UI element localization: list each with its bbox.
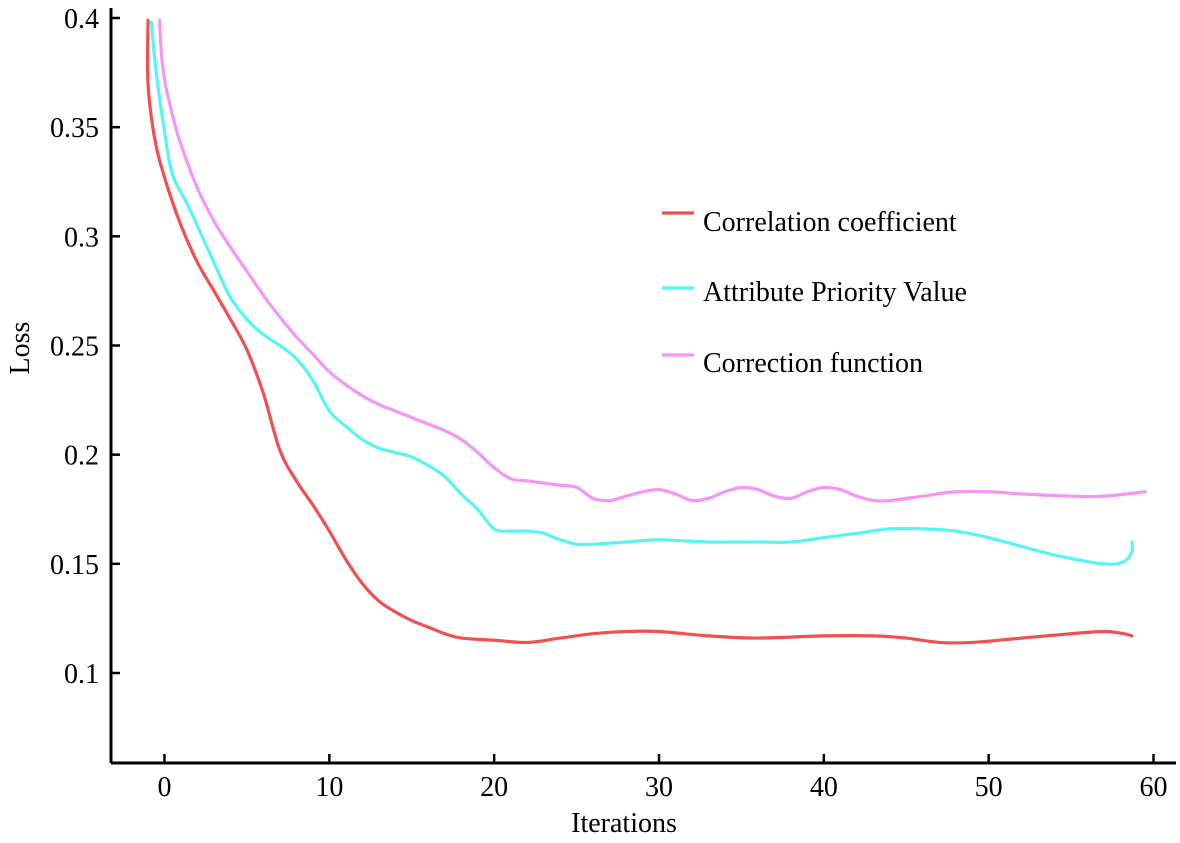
- y-tick-label-0.25: 0.25: [50, 332, 99, 363]
- x-tick-label-30: 30: [645, 772, 673, 803]
- x-tick-label-50: 50: [975, 772, 1003, 803]
- y-tick-label-0.35: 0.35: [50, 113, 99, 144]
- axes: [109, 8, 1176, 765]
- x-tick-label-60: 60: [1140, 772, 1168, 803]
- ticks: 0 10 20 30 40 50 60 0.1 0.15 0.2 0.25 0.3 0.35 0.4: [50, 4, 1168, 803]
- legend-label-correction-function: Correction function: [703, 348, 923, 379]
- y-tick-label-0.2: 0.2: [64, 441, 99, 472]
- series-line-attribute-priority-value: [149, 20, 1135, 566]
- y-tick-label-0.4: 0.4: [64, 4, 99, 35]
- legend-label-correlation-coefficient: Correlation coefficient: [703, 207, 957, 238]
- series-line-correction-function: [157, 18, 1147, 503]
- y-axis-label: Loss: [5, 322, 36, 375]
- y-tick-label-0.3: 0.3: [64, 222, 99, 253]
- y-tick-label-0.1: 0.1: [64, 659, 99, 690]
- series-line-correlation-coefficient: [145, 18, 1134, 645]
- x-tick-label-0: 0: [158, 772, 172, 803]
- legend-label-attribute-priority-value: Attribute Priority Value: [703, 277, 967, 308]
- plot-lines: [145, 18, 1147, 645]
- x-tick-label-20: 20: [480, 772, 508, 803]
- x-tick-label-40: 40: [810, 772, 838, 803]
- x-axis-label: Iterations: [571, 808, 677, 839]
- y-tick-label-0.15: 0.15: [50, 550, 99, 581]
- x-tick-label-10: 10: [315, 772, 343, 803]
- legend: Correlation coefficient Attribute Priori…: [662, 207, 967, 379]
